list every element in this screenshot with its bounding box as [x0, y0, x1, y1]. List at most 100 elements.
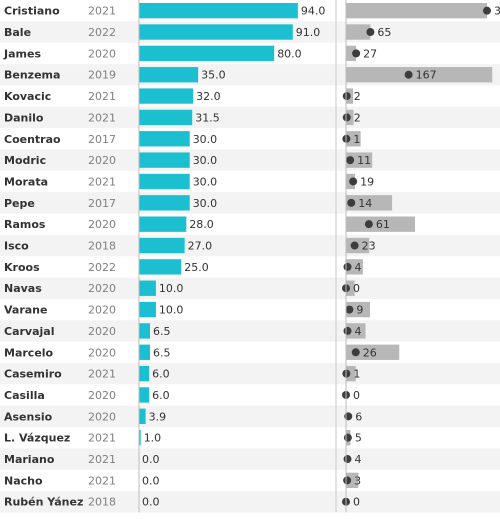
count-bar: [346, 472, 359, 489]
player-name: James: [3, 47, 41, 60]
year-label: 2021: [88, 5, 116, 18]
count-dot: [343, 326, 352, 335]
player-name: Casemiro: [4, 368, 62, 381]
player-name: Coentrao: [4, 133, 61, 146]
row-background: [0, 405, 500, 427]
count-dot: [345, 305, 354, 314]
row-background: [0, 149, 500, 171]
count-value-label: 61: [376, 218, 390, 231]
row-background: [0, 106, 500, 129]
count-value-label: 2: [354, 111, 361, 124]
count-value-label: 1: [353, 368, 360, 381]
player-name: Pepe: [4, 197, 35, 210]
price-value-label: 10.0: [159, 282, 184, 295]
player-name: L. Vázquez: [4, 432, 70, 445]
count-value-label: 0: [353, 496, 360, 509]
price-bar: [139, 216, 187, 232]
year-label: 2020: [88, 410, 116, 423]
count-value-label: 9: [356, 304, 363, 317]
count-bar: [346, 152, 373, 168]
price-value-label: 6.0: [152, 368, 170, 381]
player-name: Kroos: [4, 261, 40, 274]
count-value-label: 0: [353, 389, 360, 402]
count-bar: [346, 3, 487, 19]
price-bar: [139, 387, 150, 403]
player-name: Cristiano: [4, 5, 60, 18]
row-background: [0, 320, 500, 342]
count-dot: [351, 348, 360, 357]
count-dot: [364, 220, 373, 229]
year-label: 2020: [88, 218, 116, 231]
player-name: Danilo: [4, 111, 44, 124]
player-name: Casilla: [4, 389, 45, 402]
count-bar: [346, 301, 370, 318]
year-label: 2020: [88, 304, 116, 317]
count-dot: [352, 49, 361, 58]
row-backgrounds: [0, 21, 500, 513]
price-value-label: 32.0: [196, 90, 221, 103]
player-name: Bale: [4, 26, 31, 39]
price-bar: [139, 365, 150, 382]
count-dot: [404, 70, 413, 79]
price-value-label: 0.0: [142, 474, 160, 487]
price-bars: 94.0 91.0 80.0 35.0 32.0 31.5 30.0 30.0 30.0 30.0…: [139, 3, 325, 509]
player-name: Kovacic: [4, 90, 51, 103]
count-bar: [346, 24, 371, 40]
price-value-label: 94.0: [301, 5, 326, 18]
count-value-label: 167: [416, 69, 437, 82]
price-value-label: 30.0: [193, 197, 218, 210]
count-value-label: 26: [363, 346, 377, 359]
price-value-label: 27.0: [188, 240, 213, 253]
count-dot: [483, 6, 491, 15]
price-value-label: 30.0: [193, 133, 218, 146]
year-label: 2021: [88, 432, 116, 445]
count-value-label: 23: [362, 240, 376, 253]
year-label: 2021: [88, 368, 116, 381]
count-value-label: 11: [357, 154, 371, 167]
price-value-label: 25.0: [184, 261, 209, 274]
price-bar: [139, 408, 146, 424]
axes: [138, 0, 347, 513]
player-name: Carvajal: [4, 325, 54, 338]
price-bar: [139, 152, 190, 168]
player-name: Benzema: [4, 69, 60, 82]
price-bar: [139, 45, 275, 62]
row-background: [0, 234, 500, 257]
player-name: Morata: [4, 175, 48, 188]
count-dot: [343, 476, 352, 485]
count-value-label: 4: [355, 261, 362, 274]
player-name: Ramos: [4, 218, 46, 231]
count-dot: [350, 241, 359, 250]
count-dot: [349, 177, 358, 186]
year-label: 2019: [88, 69, 116, 82]
count-dot: [366, 28, 375, 37]
player-name: Varane: [4, 304, 47, 317]
price-value-label: 91.0: [296, 26, 321, 39]
count-bar: [346, 216, 415, 232]
year-label: 2020: [88, 325, 116, 338]
count-dot: [344, 412, 353, 421]
count-value-label: 376: [494, 5, 500, 18]
count-value-label: 14: [358, 197, 372, 210]
player-name: Asensio: [4, 410, 53, 423]
year-label: 2020: [88, 389, 116, 402]
count-bar: [346, 344, 400, 360]
year-label: 2021: [88, 111, 116, 124]
price-value-label: 28.0: [189, 218, 214, 231]
count-value-label: 1: [353, 133, 360, 146]
price-value-label: 10.0: [159, 304, 184, 317]
year-label: 2021: [88, 453, 116, 466]
year-label: 2020: [88, 47, 116, 60]
price-value-label: 30.0: [193, 154, 218, 167]
price-value-label: 6.0: [152, 389, 170, 402]
count-dot: [346, 156, 355, 165]
year-label: 2017: [88, 133, 116, 146]
count-value-label: 65: [377, 26, 391, 39]
year-label: 2020: [88, 154, 116, 167]
year-label: 2022: [88, 261, 116, 274]
price-value-label: 35.0: [201, 69, 226, 82]
price-bar: [139, 259, 182, 275]
price-bar: [139, 237, 185, 254]
count-value-label: 0: [353, 282, 360, 295]
